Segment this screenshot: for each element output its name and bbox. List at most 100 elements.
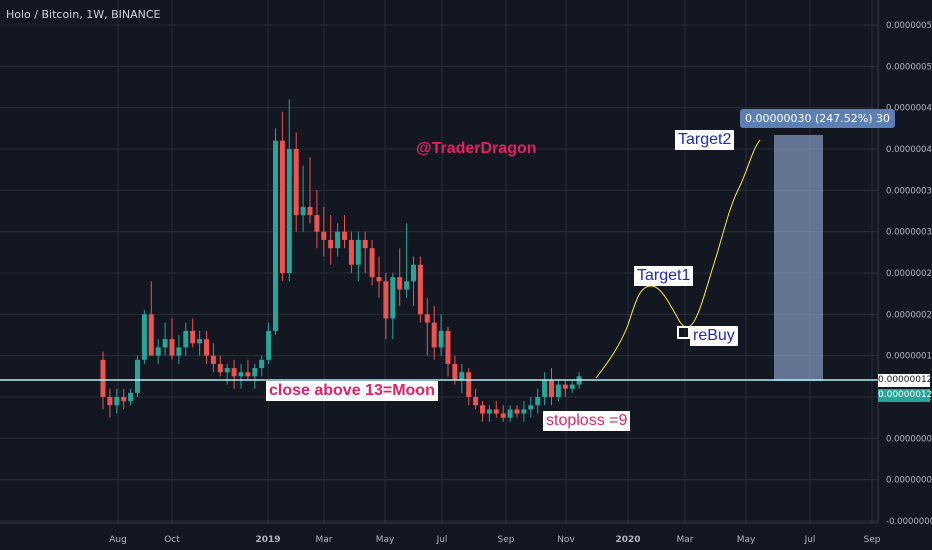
candle-body xyxy=(286,149,292,273)
candle-body xyxy=(445,330,451,364)
rebuy-label: reBuy xyxy=(690,326,738,346)
candle-body xyxy=(355,239,361,265)
candle-body xyxy=(252,368,258,377)
y-tick-label: 0.00000055 xyxy=(886,21,932,31)
candle-body xyxy=(342,231,347,240)
candle-body xyxy=(176,347,182,356)
stoploss-label: stoploss =9 xyxy=(543,411,631,431)
candle-body xyxy=(183,330,189,348)
candle-body xyxy=(535,397,541,406)
candle-body xyxy=(376,277,382,282)
candle-body xyxy=(321,231,327,240)
candle-body xyxy=(328,239,334,249)
author-watermark: @TraderDragon xyxy=(416,140,537,157)
candle-body xyxy=(424,314,430,323)
candle-body xyxy=(245,372,251,377)
candle-body xyxy=(528,405,534,410)
chart-grid xyxy=(0,0,878,523)
candle-body xyxy=(555,384,561,397)
x-tick-label: Oct xyxy=(164,535,180,545)
candle-body xyxy=(121,397,127,402)
y-tick-label: 0.00000035 xyxy=(886,186,932,196)
measure-label: 0.00000030 (247.52%) 30 xyxy=(740,109,895,128)
candle-body xyxy=(383,281,389,319)
projection-path xyxy=(595,139,761,379)
candle-body xyxy=(452,363,458,381)
candle-body xyxy=(197,339,203,344)
candle-body xyxy=(486,409,492,414)
candle-body xyxy=(231,368,237,377)
candle-body xyxy=(266,330,272,360)
candle-body xyxy=(210,355,216,364)
y-tick-label: 0.00000005 xyxy=(886,434,932,444)
candle-body xyxy=(279,140,285,273)
candle-body xyxy=(190,330,196,344)
candle-body xyxy=(417,264,423,315)
candle-body xyxy=(335,231,341,249)
y-tick-label: 0.00000045 xyxy=(886,104,932,114)
x-tick-label: Sep xyxy=(498,535,515,545)
candle-body xyxy=(369,248,375,278)
candle-body xyxy=(390,277,396,319)
x-tick-label: May xyxy=(737,535,756,545)
candle-body xyxy=(107,397,113,406)
x-tick-label: Jul xyxy=(436,535,448,545)
x-tick-label: Nov xyxy=(557,535,575,545)
chart-title: Holo / Bitcoin, 1W, BINANCE xyxy=(6,8,161,21)
x-tick-label: May xyxy=(376,535,395,545)
candle-body xyxy=(562,384,568,389)
candle-body xyxy=(473,397,479,406)
horizontal-line-price-tag: 0.00000012 xyxy=(878,374,932,387)
x-tick-label: Aug xyxy=(109,535,127,545)
candle-body xyxy=(438,330,444,348)
candle-body xyxy=(238,372,244,377)
candle-body xyxy=(507,409,513,418)
candle-body xyxy=(135,359,140,393)
candle-body xyxy=(493,409,499,414)
candle-body xyxy=(348,239,354,265)
candle-body xyxy=(459,372,465,381)
candle-body xyxy=(542,380,548,397)
y-tick-label: -0.00000005 xyxy=(886,517,932,527)
x-tick-label: Jul xyxy=(804,535,816,545)
candle-body xyxy=(141,314,147,360)
candle-body xyxy=(273,140,278,331)
candle-body xyxy=(307,206,313,216)
y-tick-label: 0.00000030 xyxy=(886,228,932,238)
candle-body xyxy=(500,413,506,418)
candle-body xyxy=(217,363,223,373)
x-tick-label: Mar xyxy=(677,535,694,545)
candle-body xyxy=(300,206,306,216)
candle-body xyxy=(362,239,368,249)
candle-body xyxy=(169,339,175,356)
x-tick-label: 2020 xyxy=(615,535,640,545)
candle-body xyxy=(549,380,554,397)
moon-note-label: close above 13=Moon xyxy=(266,381,438,401)
candle-body xyxy=(521,409,527,414)
x-tick-label: Sep xyxy=(864,535,881,545)
last-price-tag: 0.00000012 xyxy=(878,389,932,402)
candle-body xyxy=(100,359,106,397)
time-axis[interactable]: Aug Oct 2019 Mar May Jul Sep Nov 2020 Mar May Jul Se… xyxy=(109,535,881,545)
target2-label: Target2 xyxy=(675,130,735,150)
candle-body xyxy=(293,149,299,216)
candle-body xyxy=(404,281,410,290)
candle-body xyxy=(411,264,416,282)
candle-body xyxy=(162,339,168,348)
candle-body xyxy=(514,409,520,414)
candle-body xyxy=(224,368,230,373)
candle-body xyxy=(314,215,320,232)
candle-body xyxy=(569,384,575,389)
target1-label: Target1 xyxy=(634,266,694,286)
candle-body xyxy=(155,347,161,356)
x-tick-label: Mar xyxy=(316,535,333,545)
candle-body xyxy=(397,277,403,290)
candle-body xyxy=(114,397,120,406)
x-tick-label: 2019 xyxy=(255,535,280,545)
